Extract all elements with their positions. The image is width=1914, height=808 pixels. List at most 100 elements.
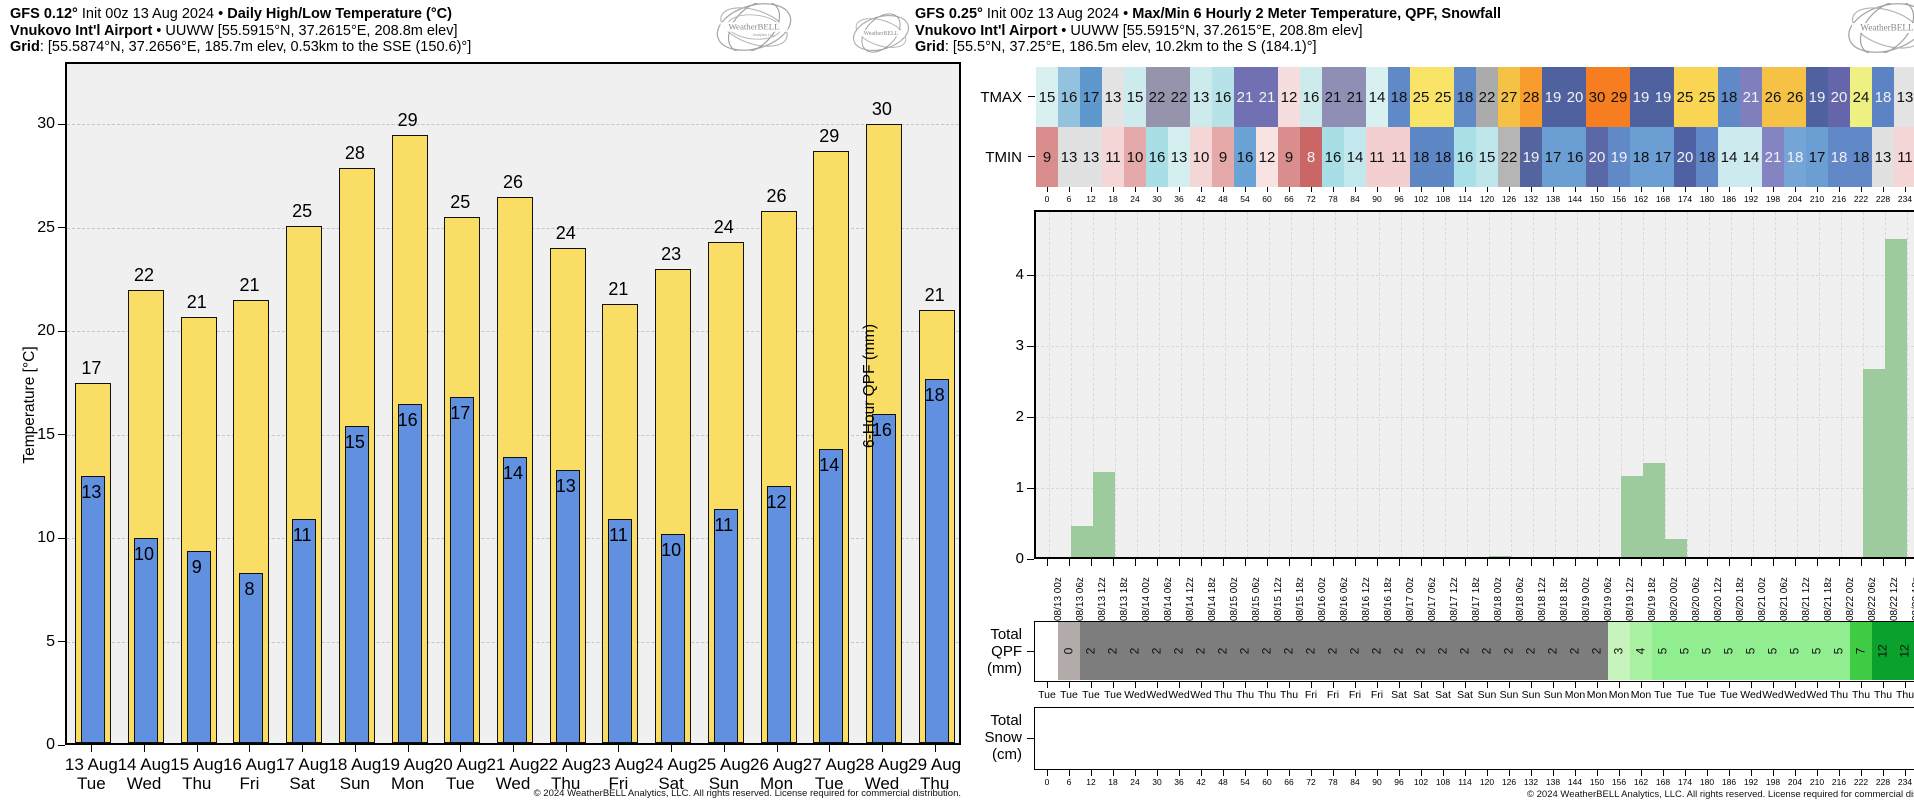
low-value-label: 13 — [81, 482, 102, 502]
weekday-text: Wed — [126, 774, 162, 793]
hour-tick-mark — [1465, 187, 1466, 192]
qpf-gridline-v — [1797, 212, 1798, 557]
total-qpf-cell: 2 — [1541, 622, 1564, 680]
day-label: Thu — [1895, 689, 1914, 701]
hour-tick-label: 96 — [1394, 194, 1404, 204]
day-tick-mark — [1641, 682, 1642, 688]
y-tick-label-10: 10 — [37, 529, 55, 547]
low-bar — [713, 509, 738, 743]
day-tick-mark — [1311, 682, 1312, 688]
hour-tick-mark — [1729, 187, 1730, 192]
qpf-x-tick-mark — [1267, 559, 1268, 566]
y-tick-mark-15 — [58, 434, 65, 436]
qpf-x-tick-mark — [1641, 559, 1642, 566]
weekday-text: Sat — [658, 774, 684, 793]
low-value-label: 9 — [191, 556, 202, 577]
total-qpf-cell: 2 — [1299, 622, 1322, 680]
hour-tick-mark — [1267, 187, 1268, 192]
qpf-x-tick-label: 08/16 00z — [1317, 577, 1328, 621]
weekday-text: Tue — [445, 774, 475, 793]
left-copyright: © 2024 WeatherBELL Analytics, LLC. All r… — [533, 788, 961, 799]
tmax-cell: 21 — [1322, 67, 1344, 127]
day-label: Tue — [1060, 689, 1078, 701]
x-date-label: 19 Aug Mon — [366, 755, 450, 793]
tmin-cell: 17 — [1652, 127, 1674, 187]
date-text: 13 Aug — [64, 755, 118, 774]
tmin-cell: 16 — [1564, 127, 1586, 187]
qpf-gridline-v — [1269, 212, 1270, 557]
low-value-label: 14 — [819, 455, 840, 476]
hour-tick-label: 102 — [1413, 194, 1429, 204]
weekday-text: Mon — [759, 774, 794, 793]
hour-tick-mark — [1443, 187, 1444, 192]
qpf-gridline-v — [1291, 212, 1292, 557]
snow-tick-mark — [1355, 770, 1356, 776]
x-date-label: 26 Aug Mon — [735, 755, 819, 793]
total-qpf-cell: 5 — [1827, 622, 1850, 680]
day-label: Wed — [1740, 689, 1762, 701]
day-label: Mon — [1586, 689, 1608, 701]
high-value-label: 21 — [239, 275, 260, 296]
date-text: 19 Aug — [381, 755, 435, 774]
day-label: Mon — [1564, 689, 1586, 701]
tmax-cell: 18 — [1454, 67, 1476, 127]
left-station-name: Vnukovo Int'l Airport — [10, 22, 153, 39]
x-date-label: 21 Aug Wed — [471, 755, 555, 793]
tmax-cell: 22 — [1146, 67, 1168, 127]
hour-tick-mark — [1905, 187, 1906, 192]
tmin-cell: 10 — [1190, 127, 1212, 187]
tmin-cell: 18 — [1784, 127, 1806, 187]
qpf-gridline-h — [1036, 417, 1914, 418]
hour-tick-mark — [1179, 187, 1180, 192]
qpf-gridline-v — [1159, 212, 1160, 557]
x-date-label: 20 Aug Tue — [418, 755, 502, 793]
x-tick-mark — [723, 745, 725, 752]
qpf-x-tick-mark — [1047, 559, 1048, 566]
snow-hour-label: 18 — [1108, 777, 1118, 787]
y-tick-mark-5 — [58, 641, 65, 642]
qpf-x-tick-label: 08/21 06z — [1779, 577, 1790, 621]
hour-tick-mark — [1113, 187, 1114, 192]
low-value-label: 11 — [714, 515, 734, 536]
total-qpf-label-line: Total — [990, 626, 1022, 643]
total-qpf-cell: 2 — [1431, 622, 1454, 680]
snow-tick-mark — [1839, 770, 1840, 776]
tmax-cell: 18 — [1718, 67, 1740, 127]
right-grid-coords: : [55.5°N, 37.25°E, 186.5m elev, 10.2km … — [944, 39, 1317, 55]
total-qpf-value: 2 — [1149, 647, 1164, 655]
qpf-x-tick-mark — [1069, 559, 1070, 566]
snow-tick-mark — [1443, 770, 1444, 776]
qpf-y-tick-mark-4 — [1027, 274, 1034, 276]
qpf-x-tick-mark — [1707, 559, 1708, 566]
day-tick-mark — [1751, 682, 1752, 688]
total-qpf-value: 2 — [1523, 647, 1538, 655]
total-qpf-value: 2 — [1303, 647, 1318, 655]
date-text: 24 Aug — [644, 755, 698, 774]
hour-tick-label: 168 — [1655, 194, 1671, 204]
tmax-cell: 22 — [1168, 67, 1190, 127]
day-label: Fri — [1370, 689, 1384, 701]
total-qpf-cell: 2 — [1475, 622, 1498, 680]
total-qpf-value: 2 — [1127, 647, 1142, 655]
qpf-gridline-v — [1137, 212, 1138, 557]
day-label: Sat — [1413, 689, 1429, 701]
tmin-cell: 11 — [1102, 127, 1124, 187]
hour-tick-mark — [1531, 187, 1532, 192]
total-snow-label-line: (cm) — [992, 746, 1022, 763]
hour-tick-mark — [1751, 187, 1752, 192]
snow-hour-label: 138 — [1545, 777, 1561, 787]
weekday-text: Fri — [608, 774, 629, 793]
day-tick-mark — [1597, 682, 1598, 688]
total-qpf-label-line: QPF — [991, 643, 1022, 660]
day-tick-mark — [1619, 682, 1620, 688]
snow-hour-label: 180 — [1699, 777, 1715, 787]
snow-hour-label: 0 — [1044, 777, 1050, 787]
day-label: Sat — [1391, 689, 1407, 701]
tmax-cell: 16 — [1058, 67, 1080, 127]
date-text: 16 Aug — [222, 755, 276, 774]
snow-hour-label: 216 — [1831, 777, 1847, 787]
day-label: Tue — [1082, 689, 1100, 701]
tmin-cell: 19 — [1520, 127, 1542, 187]
date-text: 23 Aug — [591, 755, 645, 774]
day-label: Tue — [1720, 689, 1738, 701]
